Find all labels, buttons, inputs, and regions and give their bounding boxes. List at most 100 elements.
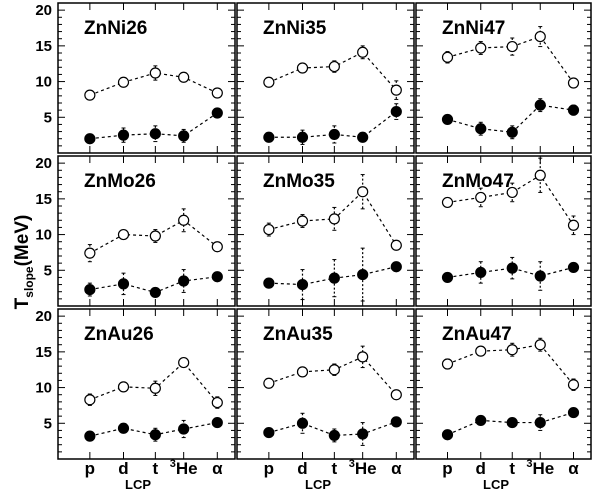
data-point-filled	[534, 99, 546, 111]
data-point-open	[475, 191, 487, 204]
data-point-filled	[149, 429, 161, 441]
x-category-label: α	[391, 459, 402, 478]
panel-znmo47: ZnMo47	[415, 155, 592, 307]
data-point-open	[475, 42, 487, 54]
data-point-open	[534, 339, 546, 351]
data-point-open	[357, 351, 369, 363]
data-point-filled	[149, 286, 161, 299]
data-point-open	[211, 241, 223, 253]
data-point-open	[84, 247, 96, 259]
x-category-label: p	[264, 459, 274, 478]
data-point-filled	[441, 271, 454, 284]
data-point-open	[328, 364, 340, 376]
data-point-filled	[211, 271, 223, 283]
data-point-open	[117, 76, 130, 88]
data-point-open	[296, 366, 309, 378]
panel-frame	[415, 155, 592, 307]
panel-frame	[236, 155, 415, 307]
data-point-filled	[390, 105, 402, 118]
data-point-filled	[390, 261, 402, 273]
data-point-filled	[357, 428, 369, 440]
y-tick-label: 10	[35, 227, 52, 244]
panel-znau35: ZnAu35	[236, 308, 415, 460]
data-point-open	[296, 215, 309, 227]
data-point-open	[149, 67, 161, 79]
data-point-filled	[475, 266, 487, 279]
data-point-filled	[263, 426, 275, 439]
data-point-filled	[506, 262, 518, 274]
data-point-filled	[475, 414, 487, 427]
x-category-label: t	[153, 459, 159, 478]
data-point-filled	[296, 131, 309, 143]
x-category-label: t	[332, 459, 338, 478]
data-point-filled	[534, 270, 546, 282]
data-point-open	[567, 77, 580, 89]
panel-title: ZnAu47	[442, 324, 512, 345]
panel-frame	[415, 2, 592, 154]
data-point-open	[506, 40, 518, 53]
data-point-open	[178, 71, 190, 83]
x-category-label: α	[568, 459, 579, 478]
data-point-filled	[296, 278, 309, 291]
data-point-open	[178, 356, 190, 369]
panel-frame	[415, 308, 592, 460]
data-point-filled	[328, 128, 340, 141]
data-point-filled	[149, 128, 161, 140]
data-point-filled	[357, 131, 369, 143]
y-tick-label: 10	[35, 380, 52, 397]
data-point-open	[390, 239, 402, 251]
x-axis-title-col3: LCP	[483, 477, 509, 492]
y-tick-label: 5	[44, 415, 52, 432]
data-point-open	[475, 345, 487, 357]
panel-znmo26: ZnMo26	[57, 155, 236, 307]
data-point-filled	[567, 104, 580, 116]
panel-znau47: ZnAu47	[415, 308, 592, 460]
data-point-open	[84, 394, 96, 406]
data-point-filled	[475, 123, 487, 135]
data-point-open	[149, 382, 161, 394]
x-category-label: 3He	[170, 458, 198, 478]
x-category-label: d	[476, 459, 486, 478]
x-category-label: p	[442, 459, 452, 478]
data-point-open	[390, 84, 402, 96]
x-category-labels: p d t 3He α p d t 3He α p d t 3He α	[85, 458, 580, 478]
data-point-filled	[567, 261, 580, 274]
y-tick-label: 20	[35, 155, 52, 172]
x-category-label: p	[85, 459, 95, 478]
y-tick-label: 10	[35, 74, 52, 91]
y-tick-label: 5	[44, 109, 52, 126]
y-tick-label: 15	[35, 191, 52, 208]
series-line-filled	[268, 111, 397, 138]
x-category-label: t	[509, 459, 515, 478]
data-point-filled	[117, 278, 130, 290]
data-point-open	[441, 358, 454, 370]
data-point-filled	[534, 416, 546, 429]
data-point-open	[390, 389, 402, 401]
data-point-filled	[567, 406, 580, 419]
panel-znni47: ZnNi47	[415, 2, 592, 154]
series-line-open	[89, 72, 218, 96]
y-tick-label: 15	[35, 38, 52, 55]
data-point-filled	[506, 416, 518, 429]
y-tick-label: 20	[35, 308, 52, 325]
data-point-filled	[328, 272, 340, 284]
panel-frame	[57, 2, 236, 154]
panel-znni35: ZnNi35	[236, 2, 415, 154]
panel-znni26: ZnNi26	[57, 2, 236, 154]
x-category-label: d	[118, 459, 128, 478]
data-point-filled	[357, 268, 369, 281]
x-axis-title-col2: LCP	[305, 477, 331, 492]
data-point-open	[149, 230, 161, 242]
data-point-open	[567, 379, 580, 391]
panel-frame	[236, 2, 415, 154]
series-line-open	[89, 219, 218, 254]
series-line-open	[89, 361, 218, 403]
x-category-label: d	[297, 459, 307, 478]
data-point-filled	[441, 113, 454, 126]
data-point-open	[328, 213, 340, 225]
y-tick-label: 20	[35, 2, 52, 19]
data-point-open	[357, 46, 369, 58]
panel-title: ZnNi47	[442, 18, 505, 39]
data-point-filled	[84, 133, 96, 145]
